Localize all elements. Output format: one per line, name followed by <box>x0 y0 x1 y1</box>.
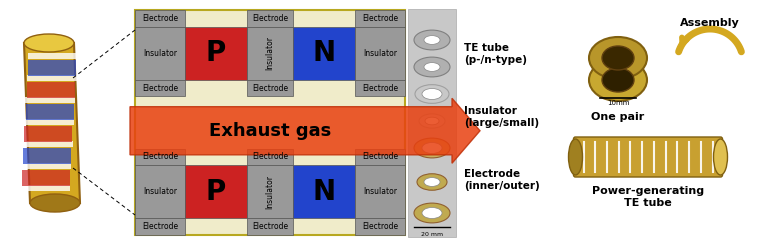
Text: N: N <box>313 178 336 206</box>
Text: Insulator: Insulator <box>363 49 397 58</box>
Text: P: P <box>206 39 226 67</box>
Polygon shape <box>28 60 76 76</box>
Bar <box>247 165 293 219</box>
Text: Insulator: Insulator <box>266 36 274 70</box>
Bar <box>293 165 355 219</box>
Bar <box>408 9 456 237</box>
Bar <box>355 26 405 80</box>
Ellipse shape <box>424 178 440 186</box>
Ellipse shape <box>568 139 582 175</box>
Ellipse shape <box>422 88 442 99</box>
Ellipse shape <box>415 85 449 103</box>
Text: One pair: One pair <box>591 112 644 122</box>
Polygon shape <box>25 126 72 142</box>
Text: Insulator
(large/small): Insulator (large/small) <box>464 106 539 128</box>
Text: Power-generating
TE tube: Power-generating TE tube <box>592 186 704 208</box>
Ellipse shape <box>422 143 442 154</box>
Polygon shape <box>23 141 73 147</box>
Text: Insulator: Insulator <box>143 49 177 58</box>
Ellipse shape <box>419 114 445 128</box>
Ellipse shape <box>713 139 727 175</box>
Polygon shape <box>23 148 71 164</box>
Bar <box>135 165 185 219</box>
Text: Electrode: Electrode <box>252 14 288 23</box>
Text: Electrode: Electrode <box>362 14 398 23</box>
FancyArrow shape <box>130 98 480 163</box>
Ellipse shape <box>414 138 450 158</box>
Bar <box>355 165 405 219</box>
Ellipse shape <box>602 46 634 70</box>
Ellipse shape <box>589 37 647 79</box>
Text: P: P <box>206 178 226 206</box>
FancyBboxPatch shape <box>135 10 405 235</box>
Text: Electrode: Electrode <box>362 152 398 161</box>
Text: Electrode: Electrode <box>362 84 398 93</box>
Ellipse shape <box>424 36 440 44</box>
Ellipse shape <box>417 174 447 190</box>
Bar <box>293 26 355 80</box>
Text: TE tube
(p-/n-type): TE tube (p-/n-type) <box>464 43 527 65</box>
Text: Insulator: Insulator <box>143 187 177 196</box>
Polygon shape <box>24 43 80 203</box>
Bar <box>355 80 405 96</box>
Polygon shape <box>27 75 77 81</box>
Polygon shape <box>22 163 71 169</box>
Polygon shape <box>25 104 74 120</box>
Ellipse shape <box>414 203 450 223</box>
Polygon shape <box>25 97 75 103</box>
Ellipse shape <box>30 194 80 212</box>
Bar <box>135 219 185 235</box>
Ellipse shape <box>589 59 647 101</box>
Bar <box>247 149 293 165</box>
Bar <box>355 149 405 165</box>
Text: Electrode: Electrode <box>252 222 288 231</box>
Text: Electrode: Electrode <box>142 222 178 231</box>
Bar <box>135 10 185 26</box>
Polygon shape <box>22 170 70 186</box>
Ellipse shape <box>602 68 634 92</box>
Text: Electrode: Electrode <box>142 14 178 23</box>
Polygon shape <box>27 82 75 98</box>
Ellipse shape <box>24 34 74 52</box>
Text: Insulator: Insulator <box>266 175 274 209</box>
Text: Electrode: Electrode <box>252 84 288 93</box>
Bar <box>135 149 185 165</box>
Ellipse shape <box>422 208 442 219</box>
Text: Assembly: Assembly <box>680 18 740 28</box>
Bar <box>355 10 405 26</box>
Text: N: N <box>313 39 336 67</box>
Bar <box>355 219 405 235</box>
Text: 20 mm: 20 mm <box>421 232 443 237</box>
Bar <box>185 26 247 80</box>
Text: Insulator: Insulator <box>363 187 397 196</box>
Ellipse shape <box>424 63 440 71</box>
Bar <box>135 26 185 80</box>
Bar <box>247 219 293 235</box>
Ellipse shape <box>425 117 439 125</box>
Polygon shape <box>24 119 74 125</box>
Bar <box>247 10 293 26</box>
Text: Electrode: Electrode <box>252 152 288 161</box>
Text: Exhaust gas: Exhaust gas <box>209 122 331 140</box>
Text: Electrode: Electrode <box>142 84 178 93</box>
Ellipse shape <box>414 57 450 77</box>
Bar <box>135 80 185 96</box>
Bar <box>185 165 247 219</box>
FancyBboxPatch shape <box>574 137 723 177</box>
Bar <box>247 80 293 96</box>
Text: Electrode
(inner/outer): Electrode (inner/outer) <box>464 169 540 191</box>
Text: 10mm: 10mm <box>607 100 629 106</box>
Polygon shape <box>20 185 70 191</box>
Bar <box>247 26 293 80</box>
Text: Electrode: Electrode <box>142 152 178 161</box>
Text: Electrode: Electrode <box>362 222 398 231</box>
Ellipse shape <box>414 30 450 50</box>
Polygon shape <box>28 53 78 59</box>
